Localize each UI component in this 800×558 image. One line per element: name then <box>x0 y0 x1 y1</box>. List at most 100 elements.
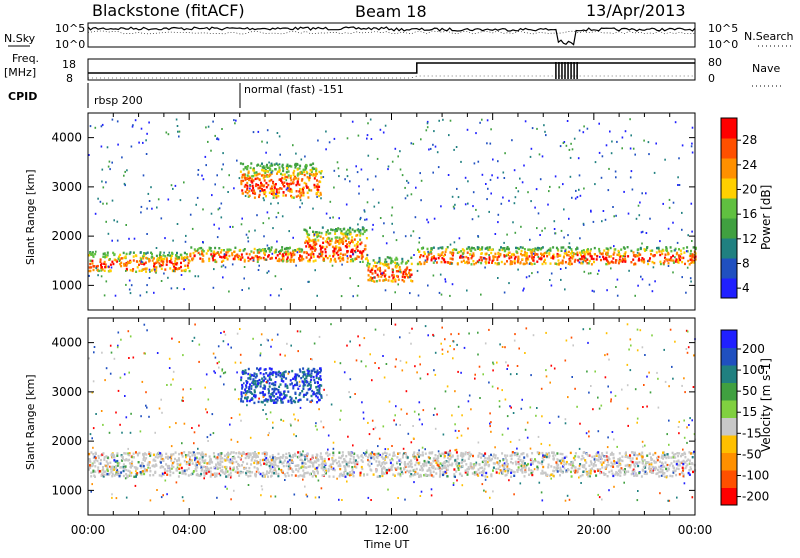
echo-cell <box>135 451 137 453</box>
echo-scatter <box>341 295 343 297</box>
echo-scatter <box>388 166 390 168</box>
echo-cell <box>451 253 453 255</box>
echo-cell <box>514 257 516 259</box>
echo-cell <box>303 194 305 196</box>
echo-cell <box>454 459 456 461</box>
echo-cell <box>323 258 325 260</box>
echo-scatter <box>349 180 351 182</box>
echo-cell <box>459 473 461 475</box>
echo-scatter <box>323 176 325 178</box>
echo-cell <box>433 471 435 473</box>
echo-cell <box>412 474 414 476</box>
echo-cell <box>457 455 459 457</box>
echo-cell <box>428 474 430 476</box>
echo-scatter <box>163 252 165 254</box>
echo-cell <box>612 261 614 263</box>
echo-cell <box>610 255 612 257</box>
echo-scatter <box>299 206 301 208</box>
echo-scatter <box>659 240 661 242</box>
echo-cell <box>349 227 351 229</box>
echo-cell <box>320 452 322 454</box>
echo-scatter <box>405 235 407 237</box>
echo-scatter <box>410 235 412 237</box>
echo-cell <box>254 372 256 374</box>
echo-scatter <box>333 187 335 189</box>
echo-cell <box>604 455 606 457</box>
echo-cell <box>542 457 544 459</box>
echo-cell <box>460 454 462 456</box>
date-title: 13/Apr/2013 <box>586 1 686 20</box>
echo-scatter <box>142 142 144 144</box>
echo-scatter <box>504 177 506 179</box>
echo-cell <box>515 461 517 463</box>
echo-cell <box>269 367 271 369</box>
echo-cell <box>262 166 264 168</box>
echo-cell <box>301 462 303 464</box>
echo-cell <box>352 228 354 230</box>
echo-cell <box>241 253 243 255</box>
echo-cell <box>433 247 435 249</box>
echo-cell <box>89 460 91 462</box>
echo-cell <box>133 456 135 458</box>
echo-scatter <box>478 161 480 163</box>
echo-cell <box>420 454 422 456</box>
echo-cell <box>206 252 208 254</box>
echo-cell <box>163 258 165 260</box>
echo-cell <box>277 374 279 376</box>
echo-scatter <box>183 288 185 290</box>
echo-scatter <box>352 295 354 297</box>
echo-cell <box>297 470 299 472</box>
echo-scatter <box>254 230 256 232</box>
echo-cell <box>278 371 280 373</box>
echo-scatter <box>117 120 119 122</box>
echo-cell <box>237 456 239 458</box>
echo-scatter <box>263 222 265 224</box>
echo-scatter <box>569 242 571 244</box>
echo-cell <box>366 229 368 231</box>
echo-scatter <box>279 135 281 137</box>
echo-cell <box>359 251 361 253</box>
echo-cell <box>241 189 243 191</box>
echo-scatter <box>518 190 520 192</box>
echo-cell <box>473 263 475 265</box>
echo-cell <box>496 259 498 261</box>
echo-scatter <box>309 175 311 177</box>
echo-scatter <box>279 154 281 156</box>
echo-scatter <box>529 263 531 265</box>
freq-label-2: [MHz] <box>4 66 36 79</box>
echo-scatter <box>358 193 360 195</box>
echo-cell <box>255 453 257 455</box>
echo-scatter <box>392 207 394 209</box>
echo-cell <box>380 262 382 264</box>
echo-cell <box>390 262 392 264</box>
echo-cell <box>178 256 180 258</box>
echo-cell <box>373 473 375 475</box>
echo-scatter <box>111 162 113 164</box>
echo-cell <box>194 454 196 456</box>
echo-cell <box>112 263 114 265</box>
echo-cell <box>278 191 280 193</box>
echo-cell <box>290 179 292 181</box>
echo-scatter <box>673 202 675 204</box>
echo-cell <box>248 456 250 458</box>
echo-cell <box>194 248 196 250</box>
echo-scatter <box>636 218 638 220</box>
echo-cell <box>93 475 95 477</box>
echo-cell <box>274 384 276 386</box>
echo-cell <box>486 247 488 249</box>
echo-scatter <box>202 241 204 243</box>
echo-cell <box>662 250 664 252</box>
echo-cell <box>610 247 612 249</box>
echo-cell <box>273 460 275 462</box>
echo-cell <box>642 462 644 464</box>
echo-scatter <box>674 249 676 251</box>
echo-cell <box>583 251 585 253</box>
echo-cell <box>596 255 598 257</box>
echo-cell <box>235 452 237 454</box>
echo-cell <box>242 371 244 373</box>
echo-cell <box>368 454 370 456</box>
echo-cell <box>613 251 615 253</box>
echo-cell <box>194 255 196 257</box>
echo-scatter <box>539 153 541 155</box>
echo-cell <box>299 394 301 396</box>
